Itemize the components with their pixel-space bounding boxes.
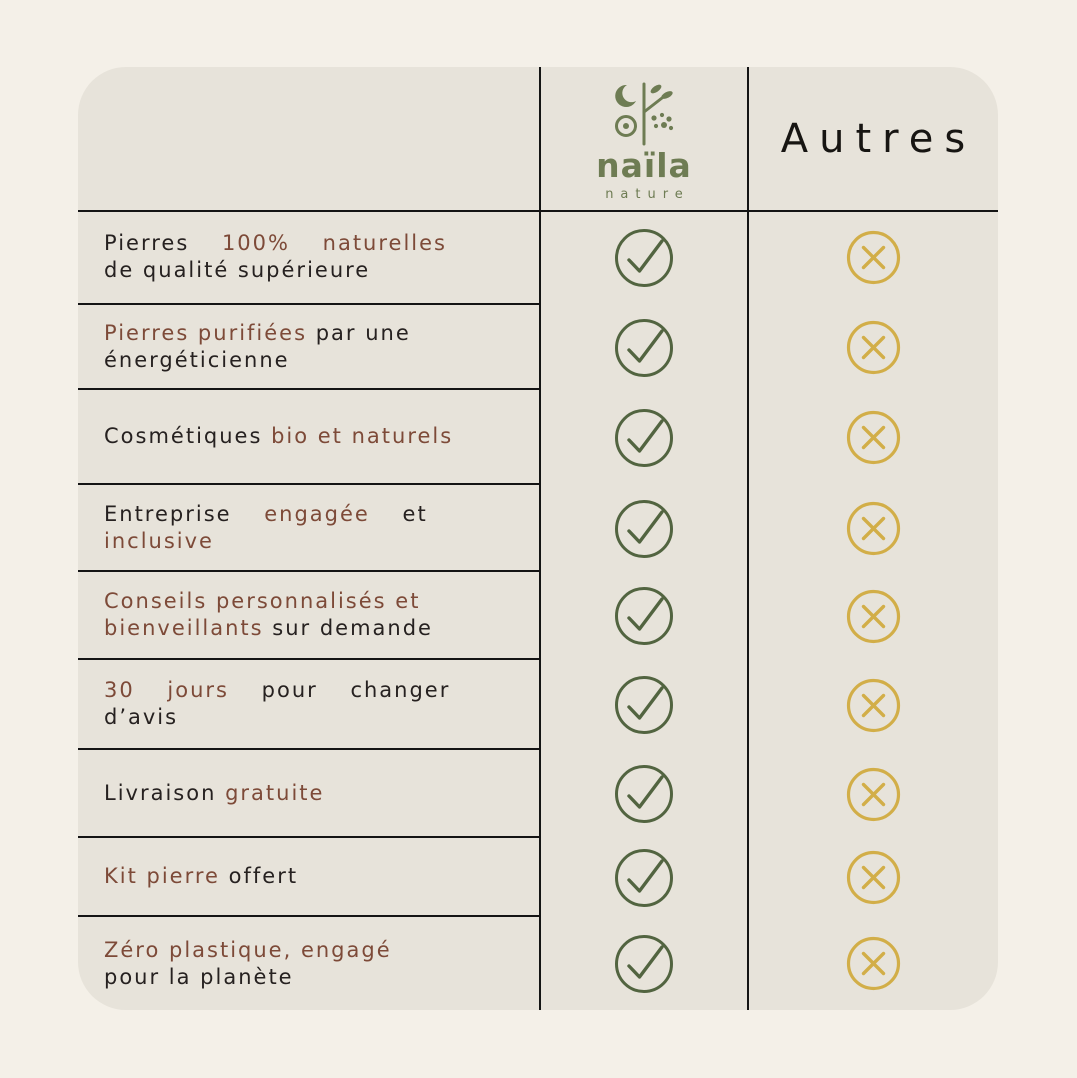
feature-label: Cosmétiques bio et naturels <box>78 390 540 485</box>
feature-label: Kit pierre offert <box>78 838 540 917</box>
naila-check-cell <box>540 390 748 485</box>
column-divider-right <box>747 67 749 1010</box>
feature-text: énergéticienne <box>104 347 290 372</box>
feature-text: Livraison <box>104 780 226 805</box>
feature-text: Pierres <box>104 230 222 255</box>
brand-wordmark: naïla <box>596 146 692 186</box>
feature-text-accent: Pierres purifiées <box>104 320 308 345</box>
autres-cross-cell <box>748 838 998 917</box>
feature-text: Cosmétiques <box>104 424 272 448</box>
x-circle-icon <box>846 501 900 556</box>
feature-label: 30 jours pour changer d’avis <box>78 660 540 750</box>
naila-check-cell <box>540 917 748 1010</box>
naila-check-cell <box>540 210 748 305</box>
feature-text: par une <box>307 320 411 345</box>
feature-text-accent: 30 jours <box>104 678 229 702</box>
feature-text-accent: bienveillants <box>104 616 264 640</box>
feature-text: Entreprise <box>104 501 265 526</box>
column-divider-left <box>539 67 541 1010</box>
feature-text-line: de qualité supérieure <box>104 257 512 284</box>
feature-text: offert <box>219 864 299 888</box>
feature-text-line: d’avis <box>104 704 512 731</box>
feature-text-line: Pierres purifiées par une <box>104 320 512 347</box>
feature-text-accent: gratuite <box>225 780 325 805</box>
feature-text-accent: Kit pierre <box>104 864 220 888</box>
feature-label: Entreprise engagée et inclusive <box>78 485 540 572</box>
feature-text: pour la planète <box>104 964 294 989</box>
feature-text-accent: inclusive <box>104 528 214 553</box>
feature-text-line: 30 jours pour changer <box>104 677 512 704</box>
check-circle-icon <box>615 765 673 823</box>
feature-text: de qualité supérieure <box>104 257 371 282</box>
feature-text: et <box>369 501 428 526</box>
naila-check-cell <box>540 485 748 572</box>
check-circle-icon <box>615 676 673 734</box>
autres-cross-cell <box>748 210 998 305</box>
autres-cross-cell <box>748 917 998 1010</box>
brand-header: naïla nature <box>540 67 748 210</box>
feature-text: pour changer <box>228 678 451 702</box>
feature-text-accent: Zéro plastique, engagé <box>104 937 392 962</box>
feature-label: Zéro plastique, engagé pour la planète <box>78 917 540 1010</box>
naila-check-cell <box>540 660 748 750</box>
competitor-label: Autres <box>780 115 977 162</box>
check-circle-icon <box>615 408 673 467</box>
feature-text: d’avis <box>104 705 179 729</box>
feature-text-accent: bio et naturels <box>271 424 454 448</box>
header-divider <box>78 210 998 212</box>
feature-label: Livraison gratuite <box>78 750 540 838</box>
x-circle-icon <box>846 767 900 821</box>
header-empty-cell <box>78 67 540 210</box>
feature-text-line: Livraison gratuite <box>104 780 512 807</box>
x-circle-icon <box>846 589 900 643</box>
feature-text: sur demande <box>263 616 433 640</box>
naila-check-cell <box>540 305 748 390</box>
feature-text-line: pour la planète <box>104 964 512 991</box>
autres-cross-cell <box>748 572 998 660</box>
x-circle-icon <box>846 320 900 375</box>
autres-cross-cell <box>748 485 998 572</box>
feature-text-line: inclusive <box>104 528 512 555</box>
feature-text-line: Conseils personnalisés et <box>104 588 512 615</box>
feature-label: Pierres purifiées par une énergéticienne <box>78 305 540 390</box>
check-circle-icon <box>615 587 673 645</box>
feature-text-line: Zéro plastique, engagé <box>104 937 512 964</box>
check-circle-icon <box>615 318 673 377</box>
x-circle-icon <box>846 678 900 732</box>
brand-tagline: nature <box>605 186 690 202</box>
autres-cross-cell <box>748 390 998 485</box>
naila-check-cell <box>540 572 748 660</box>
feature-text-accent: engagée <box>264 501 370 526</box>
competitor-header: Autres <box>748 67 998 210</box>
check-circle-icon <box>615 934 673 993</box>
check-circle-icon <box>615 848 673 907</box>
check-circle-icon <box>615 228 673 287</box>
feature-text-line: Entreprise engagée et <box>104 501 512 528</box>
feature-label: Pierres 100% naturelles de qualité supéri… <box>78 210 540 305</box>
naila-check-cell <box>540 750 748 838</box>
x-circle-icon <box>846 230 900 285</box>
comparison-card: naïla nature Autres Pierres 100% naturel… <box>78 67 998 1010</box>
feature-text-line: énergéticienne <box>104 347 512 374</box>
feature-text-line: bienveillants sur demande <box>104 615 512 642</box>
feature-text-line: Kit pierre offert <box>104 863 512 890</box>
x-circle-icon <box>846 936 900 991</box>
naila-check-cell <box>540 838 748 917</box>
x-circle-icon <box>846 410 900 465</box>
feature-text-line: Pierres 100% naturelles <box>104 230 512 257</box>
x-circle-icon <box>846 850 900 905</box>
feature-text-accent: Conseils personnalisés et <box>104 589 421 613</box>
naila-botanical-logo-icon <box>615 82 674 146</box>
feature-text-line: Cosmétiques bio et naturels <box>104 423 512 450</box>
feature-text-accent: 100% naturelles <box>221 230 447 255</box>
autres-cross-cell <box>748 305 998 390</box>
autres-cross-cell <box>748 660 998 750</box>
feature-label: Conseils personnalisés et bienveillants s… <box>78 572 540 660</box>
autres-cross-cell <box>748 750 998 838</box>
check-circle-icon <box>615 499 673 558</box>
